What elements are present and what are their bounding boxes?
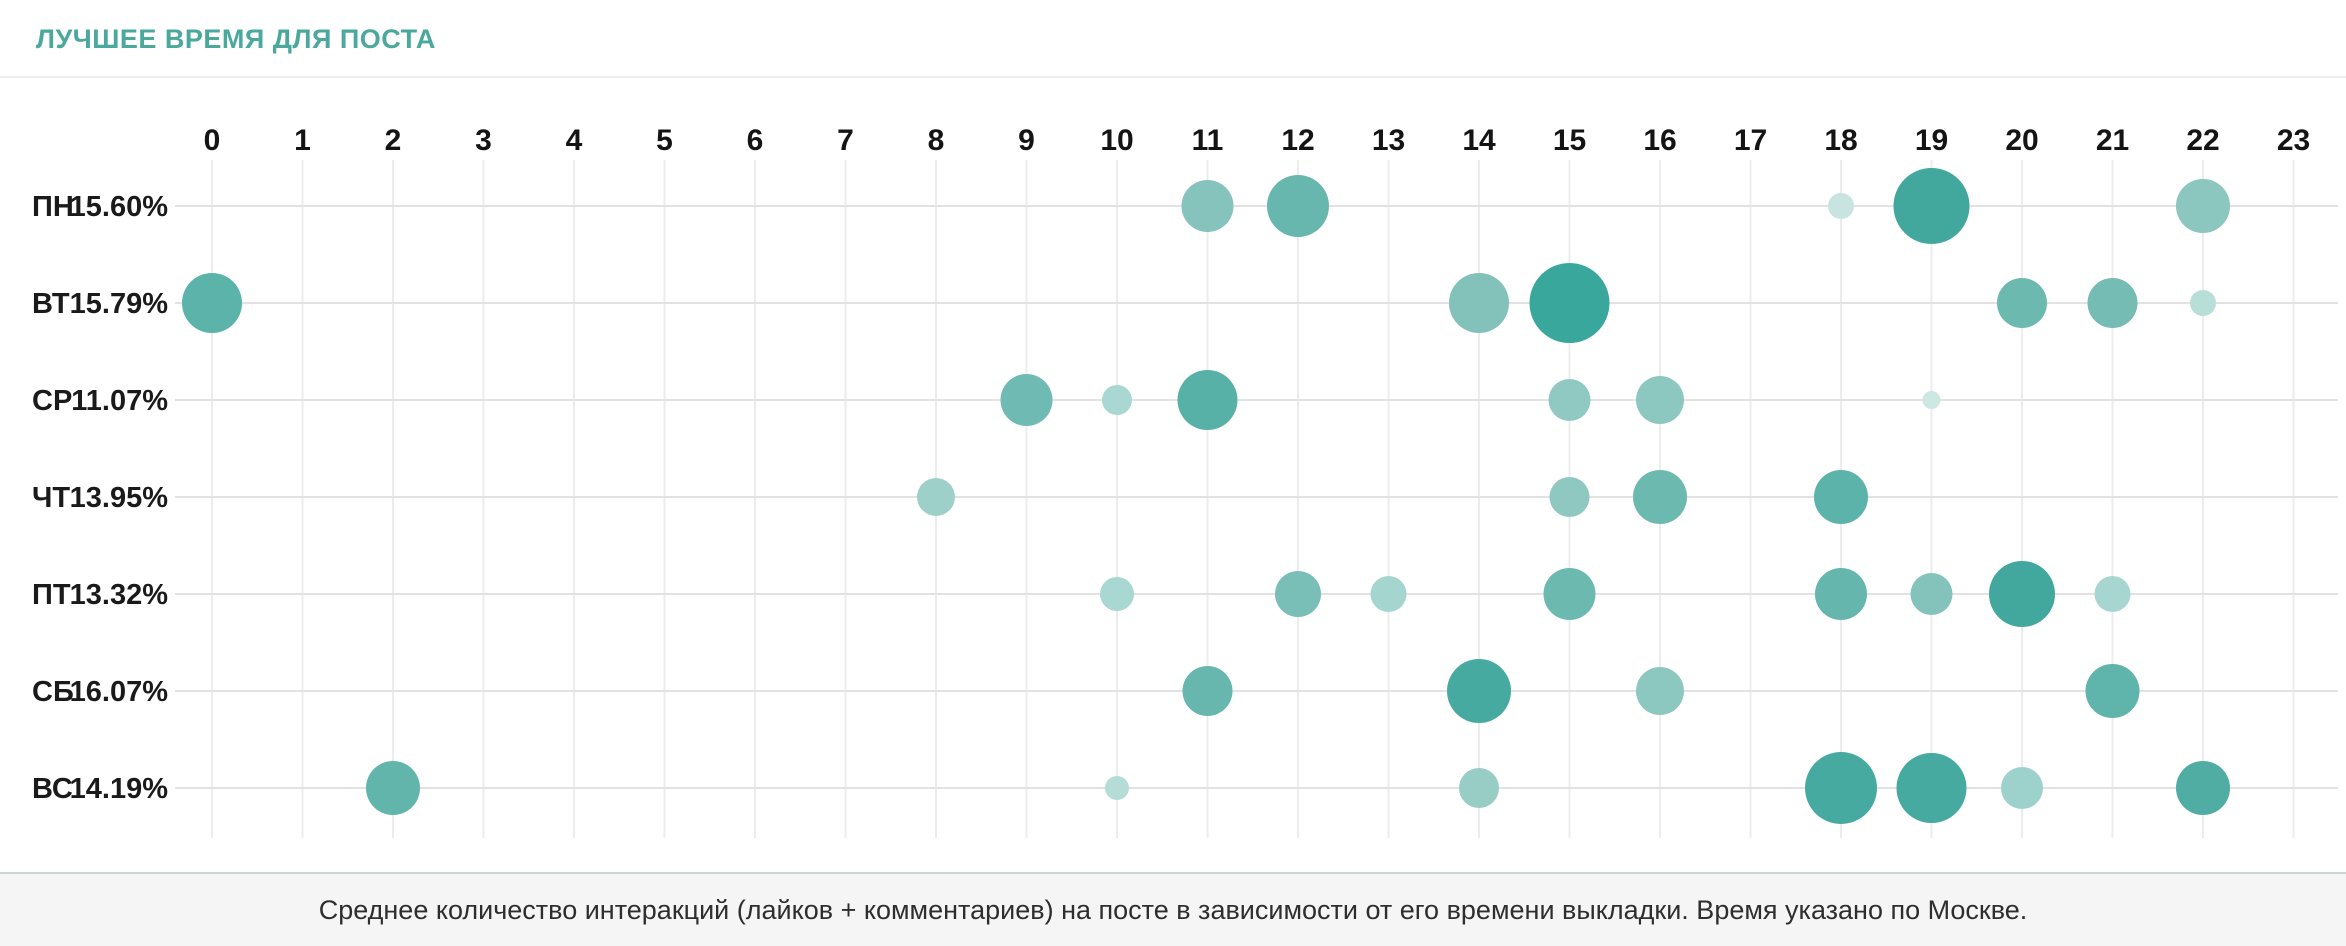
day-percent-label: 11.07% bbox=[71, 385, 168, 417]
widget-header: ЛУЧШЕЕ ВРЕМЯ ДЛЯ ПОСТА bbox=[0, 0, 2346, 78]
chart-footnote: Среднее количество интеракций (лайков + … bbox=[318, 894, 2028, 925]
day-label: ВС bbox=[32, 773, 73, 805]
widget-title: ЛУЧШЕЕ ВРЕМЯ ДЛЯ ПОСТА bbox=[36, 24, 436, 54]
day-label: СБ bbox=[32, 676, 74, 708]
bubble[interactable] bbox=[1105, 776, 1129, 800]
hour-label: 9 bbox=[1018, 124, 1035, 157]
bubble[interactable] bbox=[917, 478, 955, 516]
bubble[interactable] bbox=[1989, 561, 2055, 627]
bubble[interactable] bbox=[1549, 477, 1590, 517]
day-label: ПН bbox=[32, 191, 74, 223]
hour-label: 18 bbox=[1824, 124, 1857, 157]
hour-label: 2 bbox=[385, 124, 402, 157]
chart-footnote-bar: Среднее количество интеракций (лайков + … bbox=[0, 872, 2346, 946]
bubble[interactable] bbox=[1181, 180, 1234, 232]
day-percent-label: 14.19% bbox=[70, 773, 169, 805]
hour-label: 22 bbox=[2186, 124, 2219, 157]
day-label: СР bbox=[32, 385, 72, 417]
hour-label: 5 bbox=[656, 124, 673, 157]
bubble[interactable] bbox=[1893, 168, 1970, 244]
hour-label: 12 bbox=[1281, 124, 1314, 157]
hour-label: 21 bbox=[2096, 124, 2129, 157]
bubble[interactable] bbox=[1177, 370, 1238, 430]
hour-label: 11 bbox=[1192, 124, 1224, 157]
bubble[interactable] bbox=[1275, 571, 1321, 617]
hour-label: 4 bbox=[566, 124, 583, 157]
bubble[interactable] bbox=[2190, 290, 2216, 316]
bubble[interactable] bbox=[2001, 767, 2043, 809]
bubble[interactable] bbox=[1267, 175, 1329, 237]
bubble[interactable] bbox=[1633, 470, 1687, 524]
bubble[interactable] bbox=[1636, 376, 1684, 424]
hour-label: 6 bbox=[747, 124, 764, 157]
bubble[interactable] bbox=[1814, 470, 1868, 524]
bubble[interactable] bbox=[1896, 753, 1967, 823]
hour-label: 8 bbox=[928, 124, 945, 157]
bubble[interactable] bbox=[2094, 576, 2131, 612]
bubble[interactable] bbox=[1543, 568, 1596, 620]
hour-label: 3 bbox=[475, 124, 492, 157]
bubble[interactable] bbox=[1000, 374, 1053, 426]
hour-label: 14 bbox=[1462, 124, 1496, 157]
day-label: ВТ bbox=[32, 288, 70, 320]
bubble[interactable] bbox=[1449, 273, 1509, 333]
day-percent-label: 15.79% bbox=[70, 288, 169, 320]
bubble[interactable] bbox=[1370, 576, 1407, 612]
day-label: ПТ bbox=[32, 579, 71, 611]
bubble[interactable] bbox=[1100, 577, 1134, 611]
bubble[interactable] bbox=[1459, 768, 1499, 808]
bubble[interactable] bbox=[1548, 379, 1591, 421]
hour-label: 10 bbox=[1100, 124, 1133, 157]
bubble[interactable] bbox=[1447, 659, 1511, 723]
day-percent-label: 13.95% bbox=[70, 482, 169, 514]
bubble[interactable] bbox=[1102, 385, 1132, 415]
bubble[interactable] bbox=[1828, 193, 1854, 219]
bubble[interactable] bbox=[2085, 664, 2140, 718]
day-label: ЧТ bbox=[32, 482, 70, 514]
hour-label: 16 bbox=[1643, 124, 1676, 157]
bubble[interactable] bbox=[1636, 667, 1684, 715]
hour-label: 23 bbox=[2277, 124, 2310, 157]
hour-label: 1 bbox=[294, 124, 311, 157]
day-percent-label: 16.07% bbox=[70, 676, 169, 708]
bubble[interactable] bbox=[1922, 391, 1941, 409]
bubble[interactable] bbox=[2087, 278, 2138, 328]
bubble[interactable] bbox=[2176, 179, 2230, 233]
hour-label: 0 bbox=[204, 124, 221, 157]
day-percent-label: 15.60% bbox=[70, 191, 169, 223]
bubble[interactable] bbox=[1910, 573, 1953, 615]
bubble[interactable] bbox=[182, 273, 242, 333]
bubble[interactable] bbox=[1815, 568, 1867, 620]
bubble[interactable] bbox=[1805, 752, 1877, 824]
hour-label: 20 bbox=[2005, 124, 2038, 157]
bubble[interactable] bbox=[1529, 263, 1610, 343]
hour-label: 19 bbox=[1915, 124, 1948, 157]
hour-label: 17 bbox=[1734, 124, 1767, 157]
hour-label: 7 bbox=[837, 124, 854, 157]
hour-label: 13 bbox=[1372, 124, 1405, 157]
bubble[interactable] bbox=[366, 761, 420, 815]
bubble[interactable] bbox=[1997, 278, 2047, 328]
hour-label: 15 bbox=[1553, 124, 1586, 157]
bubble[interactable] bbox=[1182, 666, 1233, 716]
day-percent-label: 13.32% bbox=[70, 579, 169, 611]
bubble[interactable] bbox=[2176, 761, 2230, 815]
